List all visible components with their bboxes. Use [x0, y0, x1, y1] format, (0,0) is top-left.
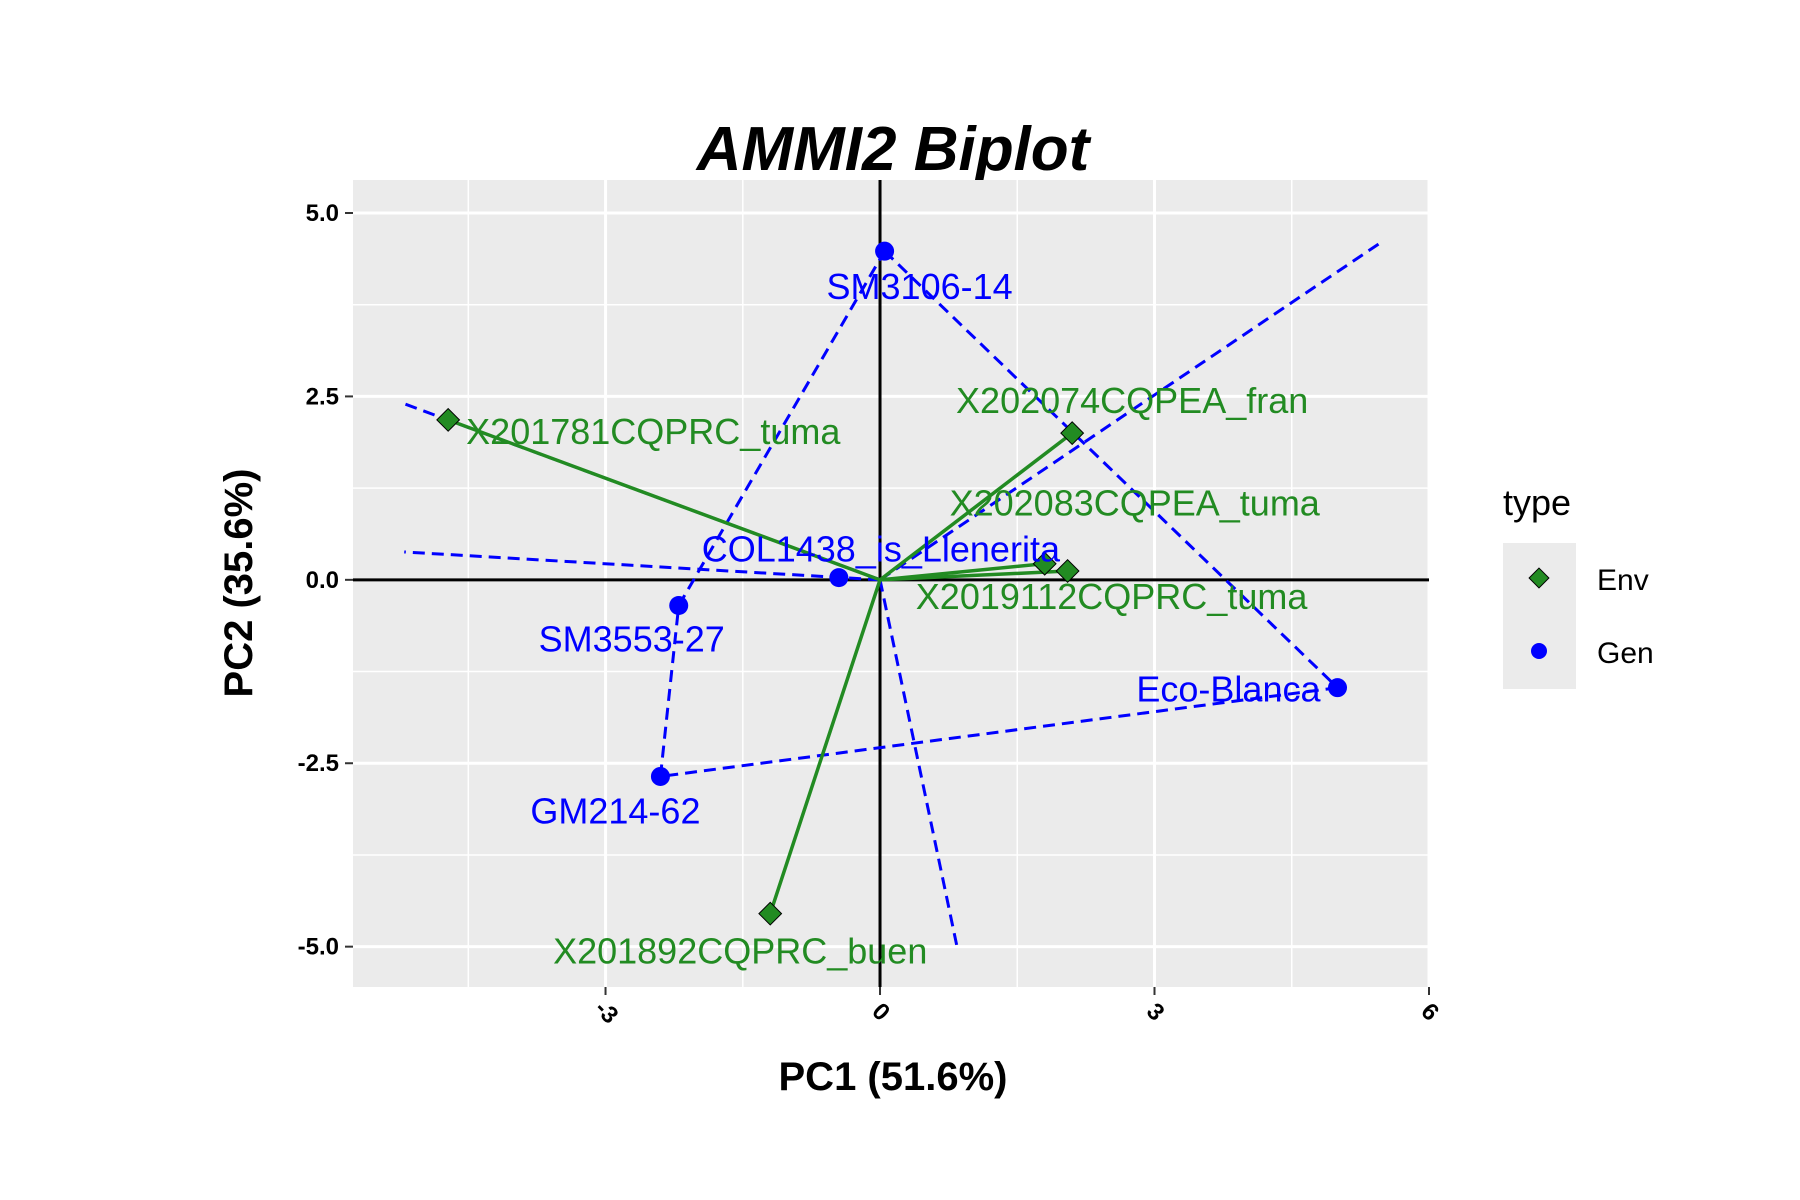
gen-label-2: SM3553-27: [539, 619, 725, 660]
legend-key-env: [1528, 567, 1550, 589]
point-layer: [436, 241, 1348, 926]
env-point-0: [436, 407, 461, 432]
gen-label-0: SM3106-14: [827, 266, 1013, 307]
x-axis-title: PC1 (51.6%): [779, 1055, 1008, 1099]
polygon-edge-2: [658, 605, 681, 777]
plot-panel: [353, 180, 1429, 987]
env-vector-0: [447, 418, 881, 582]
label-layer: X201781CQPRC_tuma X202074CQPEA_fran X20208…: [466, 266, 1321, 971]
env-vector-layer: [447, 418, 1074, 915]
gen-label-1: COL1438_is_Llenerita: [702, 529, 1061, 570]
env-vector-4: [768, 579, 882, 915]
x-tick-label-0: -3: [589, 995, 623, 1029]
sector-ray-3: [878, 579, 960, 951]
y-tick-label-2: 0.0: [306, 567, 339, 594]
polygon-edge-3: [677, 250, 886, 607]
env-label-4: X201892CQPRC_buen: [553, 931, 927, 972]
legend-label-gen: Gen: [1597, 637, 1654, 670]
env-point-3: [1055, 559, 1080, 584]
env-label-2: X202083CQPEA_tuma: [950, 483, 1321, 524]
gen-point-0: [875, 241, 895, 261]
chart-title: AMMI2 Biplot: [695, 115, 1092, 184]
legend: type Env Gen: [1503, 482, 1654, 689]
env-label-3: X2019112CQPRC_tuma: [916, 576, 1309, 617]
env-label-0: X201781CQPRC_tuma: [466, 411, 841, 452]
env-vector-3: [879, 569, 1068, 582]
y-tick-label-3: 2.5: [306, 383, 339, 410]
gen-point-1: [829, 568, 849, 588]
sector-ray-1: [404, 550, 881, 582]
gen-point-3: [650, 766, 670, 786]
legend-key-gen: [1531, 643, 1547, 659]
y-tick-label-1: -2.5: [298, 750, 339, 777]
env-point-1: [1060, 421, 1085, 446]
env-label-1: X202074CQPEA_fran: [956, 380, 1308, 421]
env-point-4: [758, 901, 783, 926]
gen-point-2: [669, 596, 689, 616]
legend-title: type: [1503, 482, 1571, 523]
env-point-2: [1032, 551, 1057, 576]
env-vector-1: [878, 431, 1074, 582]
grid-minor: [353, 180, 1429, 987]
gen-label-3: GM214-62: [530, 790, 700, 831]
gen-label-4: Eco-Blanca: [1136, 669, 1321, 710]
y-tick-label-0: -5.0: [298, 934, 339, 961]
y-tick-label-4: 5.0: [306, 200, 339, 227]
polygon-edge-0: [883, 250, 1339, 689]
x-tick-label-3: 6: [1416, 998, 1445, 1027]
gen-point-4: [1328, 678, 1348, 698]
x-tick-label-1: 0: [867, 998, 896, 1027]
legend-label-env: Env: [1597, 564, 1649, 597]
x-tick-label-2: 3: [1141, 998, 1170, 1027]
legend-key-background: [1503, 543, 1576, 689]
sector-ray-2: [879, 239, 1385, 582]
y-axis-title: PC2 (35.6%): [217, 469, 261, 698]
